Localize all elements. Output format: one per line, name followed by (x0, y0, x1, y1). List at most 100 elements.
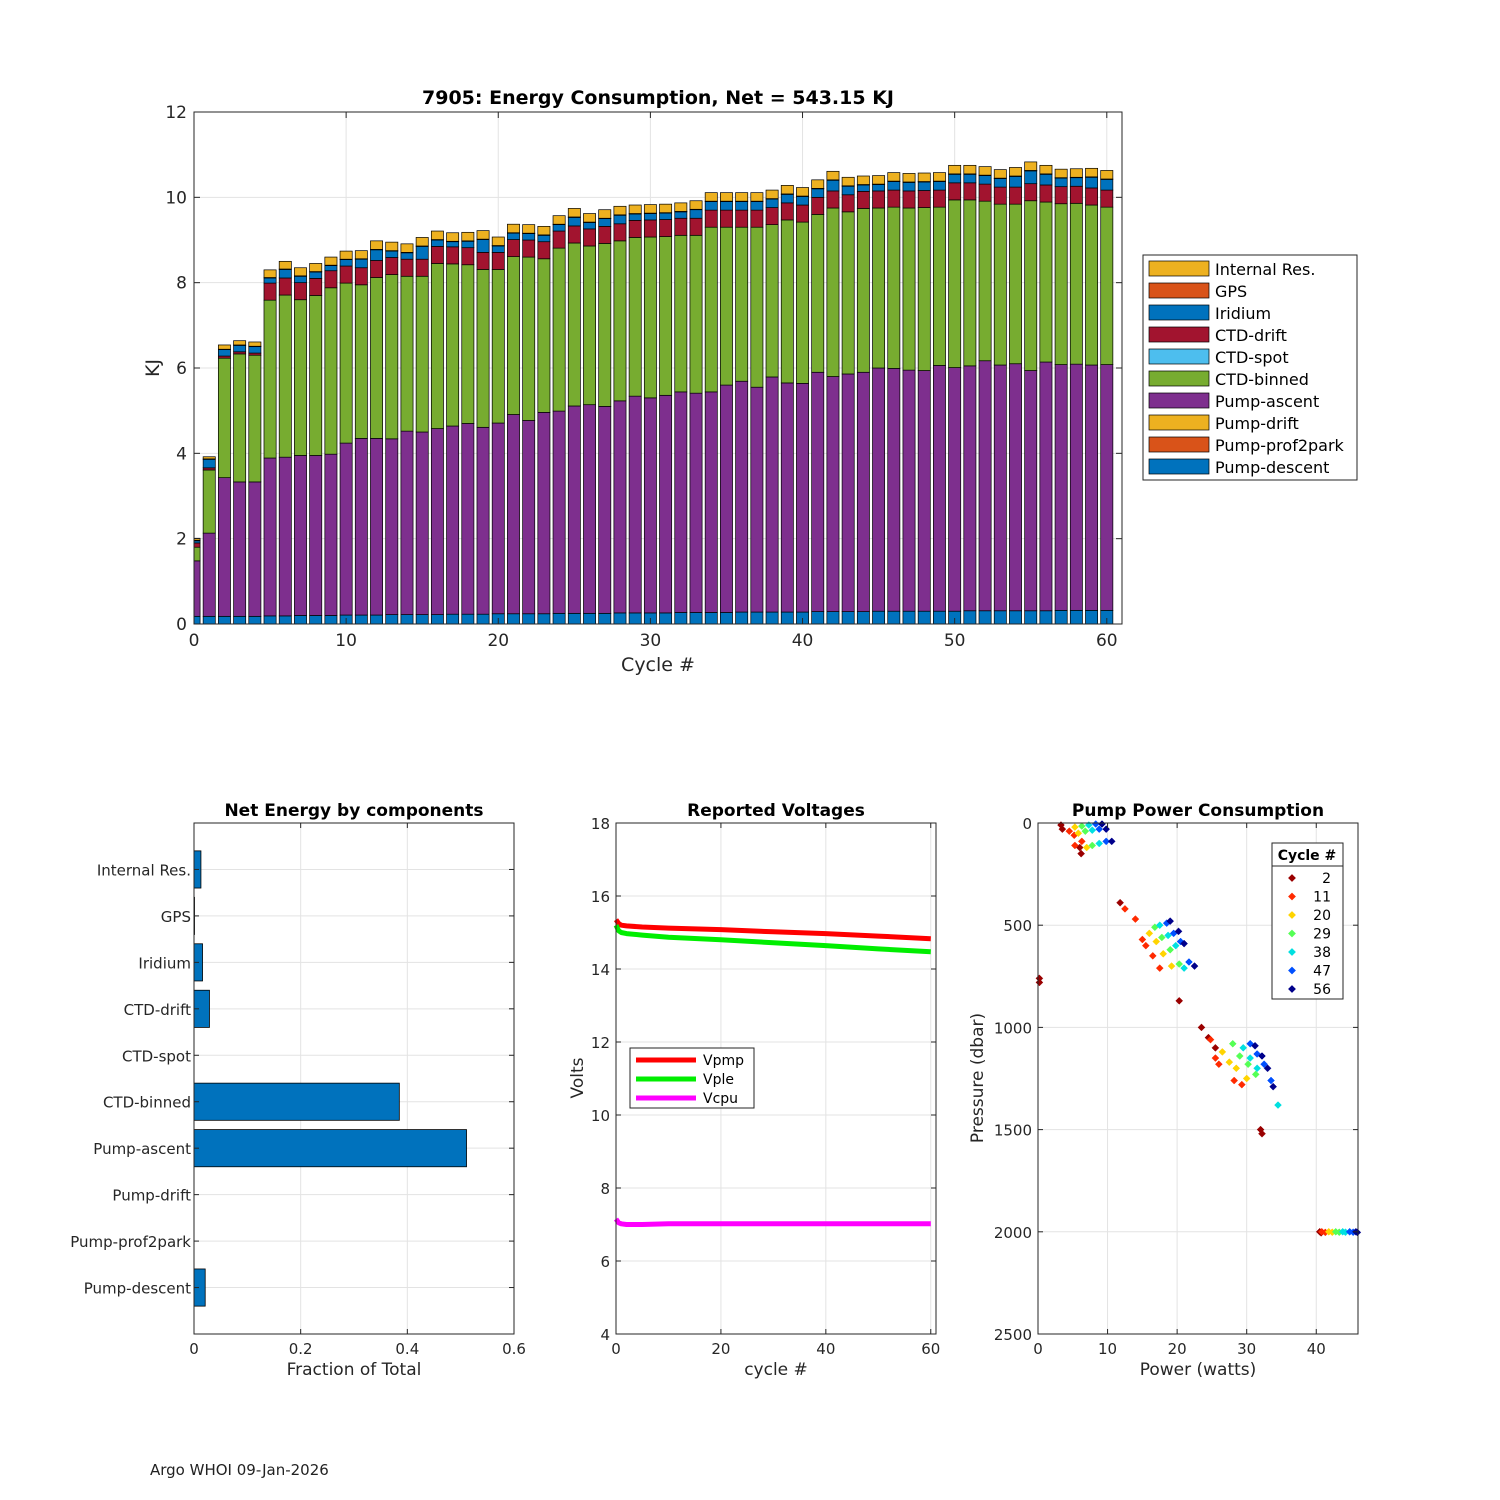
energy-bar-segment (1085, 204, 1099, 366)
pump-point (1253, 1064, 1261, 1073)
components-ytick-label: GPS (161, 908, 191, 926)
pump-point (1166, 945, 1175, 954)
energy-bar-segment (933, 189, 946, 208)
energy-bar-segment (872, 184, 886, 192)
energy-bar-segment (659, 236, 673, 396)
pump-ytick-label: 2500 (994, 1326, 1032, 1344)
energy-bar-segment (628, 612, 642, 625)
energy-bar-segment (674, 211, 688, 219)
voltages-chart: 0 20 40 60 4 6 8 10 12 14 16 18 Reported Voltages c… (568, 801, 940, 1380)
energy-bar-segment (522, 224, 536, 234)
energy-bar-segment (248, 615, 262, 625)
voltages-ytick-label: 12 (591, 1034, 610, 1052)
energy-bar-segment (643, 236, 657, 399)
energy-bar-segment (415, 258, 429, 277)
energy-ytick-label: 2 (176, 530, 187, 550)
energy-bar-segment (461, 423, 475, 615)
energy-bar-segment (704, 612, 718, 625)
pump-point (1242, 1074, 1251, 1083)
energy-bar-segment (430, 263, 444, 429)
energy-bar-segment (522, 613, 536, 625)
pump-point (1148, 952, 1157, 960)
pump-point (1071, 823, 1079, 831)
pump-legend-title: Cycle # (1278, 848, 1337, 864)
pump-legend-label: 2 (1322, 871, 1331, 887)
energy-bar-segment (1024, 370, 1038, 612)
energy-legend-label: Iridium (1215, 304, 1271, 323)
energy-bar-segment (963, 164, 977, 175)
energy-bar-segment (811, 214, 825, 373)
energy-bar-segment (476, 269, 490, 428)
energy-bar-segment (552, 247, 566, 412)
energy-title: 7905: Energy Consumption, Net = 543.15 K… (422, 87, 894, 109)
energy-bar-segment (537, 412, 551, 615)
energy-xtick-label: 50 (944, 631, 966, 651)
energy-bar-segment (796, 187, 809, 197)
energy-bar-segment (339, 442, 353, 616)
energy-bar-segment (689, 392, 703, 613)
energy-bar-segment (598, 225, 612, 244)
voltages-ytick-label: 4 (600, 1326, 610, 1344)
energy-bar-segment (202, 469, 216, 534)
energy-bar-segment (872, 207, 886, 369)
energy-bar-segment (446, 232, 460, 242)
pump-point (1269, 1082, 1277, 1091)
energy-bar-segment (1009, 186, 1022, 205)
energy-bar-segment (263, 615, 277, 625)
energy-bar-segment (248, 354, 262, 483)
energy-ytick-label: 0 (176, 615, 187, 635)
pump-point (1180, 939, 1188, 948)
energy-bar-segment (309, 278, 323, 296)
pump-point (1035, 978, 1044, 987)
energy-bar-segment (1069, 168, 1083, 178)
energy-bar-segment (1009, 610, 1022, 625)
pump-point (1082, 843, 1091, 852)
energy-bar-segment (872, 610, 886, 625)
pump-point (1260, 1060, 1268, 1069)
energy-bar-segment (339, 265, 353, 284)
pump-point (1232, 1064, 1241, 1073)
energy-bar-segment (811, 611, 825, 625)
pump-point (1353, 1228, 1362, 1237)
energy-bar-segment (689, 612, 703, 625)
energy-bar-segment (993, 186, 1007, 205)
energy-bar-segment (902, 182, 916, 192)
voltages-xtick-label: 0 (611, 1340, 621, 1358)
energy-legend-swatch (1148, 304, 1210, 321)
energy-bar-segment (1024, 170, 1038, 185)
energy-bar-segment (1054, 364, 1068, 611)
energy-bar-segment (354, 250, 368, 260)
energy-bar-segment (674, 612, 688, 625)
energy-bar-segment (278, 260, 292, 270)
energy-bar-segment (552, 224, 566, 232)
energy-bar-segment (750, 192, 764, 202)
pump-title: Pump Power Consumption (1072, 801, 1324, 821)
pump-point (1157, 933, 1166, 942)
energy-bar-segment (1054, 168, 1068, 179)
voltages-xtick-label: 60 (921, 1340, 940, 1358)
energy-bar-segment (1100, 189, 1114, 208)
pump-point (1237, 1080, 1246, 1089)
energy-bar-segment (294, 615, 307, 625)
pump-legend-label: 47 (1313, 964, 1331, 980)
pump-xtick-label: 40 (1307, 1340, 1326, 1358)
energy-bar-segment (780, 193, 794, 204)
energy-bar-segment (902, 369, 916, 612)
energy-bar-segment (491, 245, 505, 253)
energy-bar-segment (278, 277, 292, 296)
energy-bar-segment (583, 245, 596, 406)
energy-bar-segment (415, 275, 429, 433)
energy-bar-segment (613, 205, 627, 216)
energy-bar-segment (461, 231, 475, 242)
voltages-lines (613, 918, 931, 1227)
components-ytick-label: Pump-descent (84, 1280, 191, 1298)
energy-bar-segment (1069, 202, 1083, 365)
components-ytick-label: Pump-drift (112, 1187, 191, 1205)
energy-legend-swatch (1148, 326, 1210, 343)
energy-bar-segment (1024, 183, 1038, 202)
pump-legend-marker (1288, 929, 1296, 938)
energy-bar-segment (1069, 363, 1083, 611)
energy-bar-segment (263, 269, 277, 278)
energy-bar-segment (933, 365, 946, 612)
